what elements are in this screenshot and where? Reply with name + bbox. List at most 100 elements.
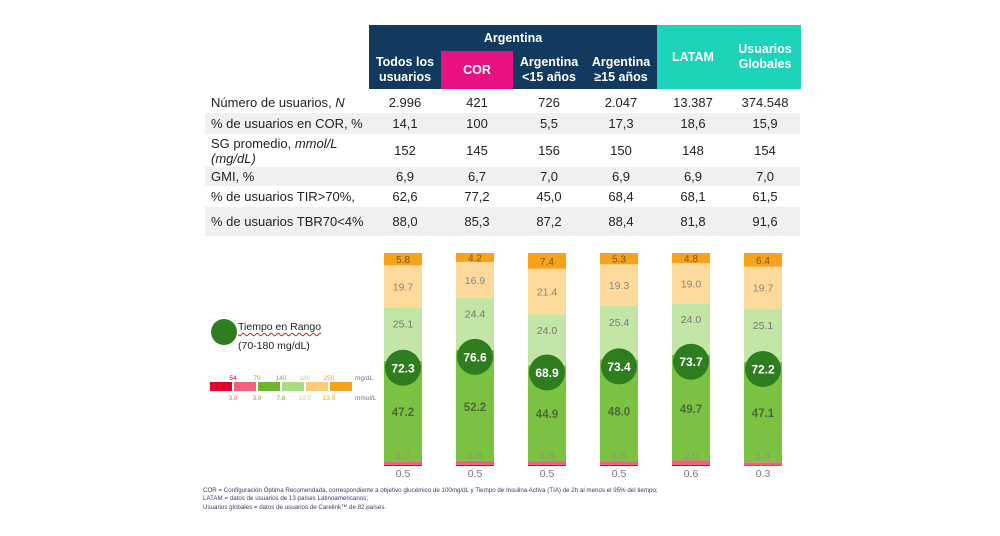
- table-cell: 150: [585, 135, 657, 166]
- label-very-high: 4.8: [684, 254, 698, 265]
- stacked-bar-chart: 0.51.747.225.119.75.872.30.51.952.224.41…: [360, 245, 810, 480]
- bar-segment: [456, 465, 494, 466]
- label-high: 19.3: [609, 280, 630, 292]
- label-in-range-high: 24.4: [465, 309, 486, 321]
- row-label: GMI, %: [211, 167, 254, 186]
- column-header-1: COR: [441, 51, 513, 89]
- legend-tir-range: (70-180 mg/dL): [238, 340, 310, 352]
- tir-value-label: 72.3: [391, 361, 415, 375]
- label-in-range-high: 25.1: [753, 320, 774, 332]
- label-in-range-low: 44.9: [536, 409, 558, 421]
- label-very-low: 0.3: [756, 468, 771, 480]
- row-label-unit-alt: (mg/dL): [211, 151, 256, 166]
- label-in-range-low: 47.1: [752, 408, 775, 420]
- table-cell: 14,1: [369, 113, 441, 134]
- label-high: 19.7: [393, 281, 414, 293]
- table-cell: 68,1: [657, 187, 729, 206]
- glucose-scale-legend: 54701401802503.03.97.810.013.9mg/dLmmol/…: [200, 370, 385, 406]
- table-cell: 7,0: [513, 167, 585, 186]
- row-label: Número de usuarios, N: [211, 92, 345, 112]
- bar-segment: [600, 465, 638, 466]
- tir-value-label: 72.2: [751, 363, 775, 377]
- column-header-line: COR: [463, 63, 491, 78]
- label-high: 19.7: [753, 283, 774, 295]
- column-header-line: Globales: [739, 57, 792, 72]
- label-low: 1.9: [468, 450, 483, 462]
- scale-tick-mmol: 3.9: [252, 395, 261, 402]
- row-label: SG promedio, mmol/L (mg/dL): [211, 135, 337, 166]
- row-label-unit: mmol/L: [295, 136, 338, 151]
- label-very-low: 0.5: [396, 468, 411, 480]
- label-low: 2.0: [684, 450, 699, 462]
- tir-value-label: 73.4: [607, 360, 631, 374]
- row-label-text: % de usuarios TBR70<4%: [211, 214, 364, 229]
- column-header-5: UsuariosGlobales: [729, 25, 801, 89]
- bar-segment: [744, 462, 782, 465]
- label-high: 21.4: [537, 287, 558, 299]
- label-very-high: 5.8: [396, 255, 410, 266]
- row-label-text: GMI, %: [211, 169, 254, 184]
- tir-value-label: 73.7: [679, 355, 703, 369]
- footnotes: COR = Configuración Óptima Recomendada, …: [203, 487, 658, 512]
- column-header-line: Argentina: [592, 55, 650, 70]
- table-cell: 62,6: [369, 187, 441, 206]
- column-header-line: ≥15 años: [594, 70, 647, 85]
- table-cell: 68,4: [585, 187, 657, 206]
- row-label: % de usuarios en COR, %: [211, 113, 363, 134]
- table-cell: 100: [441, 113, 513, 134]
- table-cell: 5,5: [513, 113, 585, 134]
- scale-tick-mgdl: 250: [324, 375, 335, 382]
- table-cell: 77,2: [441, 187, 513, 206]
- table-row: GMI, %6,96,77,06,96,97,0: [205, 167, 800, 186]
- column-header-3: Argentina≥15 años: [585, 51, 657, 89]
- row-label: % de usuarios TIR>70%,: [211, 187, 355, 206]
- label-in-range-low: 48.0: [608, 407, 630, 419]
- table-cell: 421: [441, 92, 513, 112]
- table-cell: 152: [369, 135, 441, 166]
- footnote-cor: COR = Configuración Óptima Recomendada, …: [203, 487, 658, 495]
- table-cell: 15,9: [729, 113, 801, 134]
- label-in-range-low: 49.7: [680, 404, 702, 416]
- label-low: 1.7: [396, 450, 411, 462]
- label-very-high: 6.4: [756, 256, 770, 267]
- scale-tick-mgdl: 180: [300, 375, 311, 382]
- bar-segment: [744, 465, 782, 466]
- table-row: % de usuarios en COR, %14,11005,517,318,…: [205, 113, 800, 134]
- label-low: 1.6: [612, 450, 627, 462]
- bar-segment: [384, 465, 422, 466]
- column-header-line: Argentina: [520, 55, 578, 70]
- table-cell: 6,7: [441, 167, 513, 186]
- table-cell: 2.047: [585, 92, 657, 112]
- table-cell: 726: [513, 92, 585, 112]
- table-cell: 7,0: [729, 167, 801, 186]
- label-high: 16.9: [465, 275, 486, 287]
- column-header-0: Todos losusuarios: [369, 51, 441, 89]
- row-label: % de usuarios TBR70<4%: [211, 207, 364, 236]
- legend-tir-title: Tiempo en Rango: [238, 321, 321, 333]
- label-high: 19.0: [681, 278, 702, 290]
- table-cell: 85,3: [441, 207, 513, 236]
- table-cell: 6,9: [369, 167, 441, 186]
- column-header-line: LATAM: [672, 50, 714, 65]
- label-very-high: 4.2: [468, 253, 482, 264]
- row-label-text: % de usuarios TIR>70%,: [211, 189, 355, 204]
- table-cell: 148: [657, 135, 729, 166]
- table-row: % de usuarios TBR70<4%88,085,387,288,481…: [205, 207, 800, 236]
- label-very-low: 0.5: [540, 468, 555, 480]
- row-label-text: SG promedio,: [211, 136, 295, 151]
- table-cell: 45,0: [513, 187, 585, 206]
- table-row: % de usuarios TIR>70%, 62,677,245,068,468…: [205, 187, 800, 206]
- label-in-range-high: 25.4: [609, 317, 630, 329]
- table-cell: 91,6: [729, 207, 801, 236]
- label-very-high: 5.3: [612, 255, 626, 266]
- scale-tick-mgdl: 54: [229, 375, 237, 382]
- column-header-4: LATAM: [657, 25, 729, 89]
- table-cell: 18,6: [657, 113, 729, 134]
- scale-tick-mmol: 7.8: [276, 395, 285, 402]
- bar-segment: [528, 465, 566, 466]
- label-low: 1.4: [756, 450, 771, 462]
- table-cell: 87,2: [513, 207, 585, 236]
- label-very-low: 0.6: [684, 468, 699, 480]
- footnote-latam: LATAM = datos de usuarios de 13 países L…: [203, 495, 658, 503]
- bar-segment: [672, 465, 710, 466]
